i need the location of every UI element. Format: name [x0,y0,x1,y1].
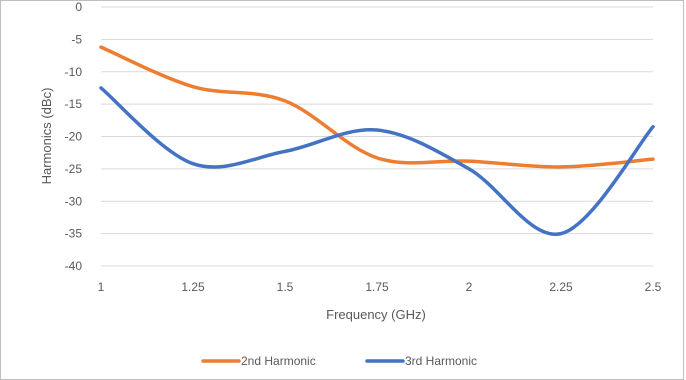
x-tick-label: 2.5 [645,280,662,294]
x-tick-label: 1.75 [365,280,389,294]
legend: 2nd Harmonic 3rd Harmonic [201,354,477,368]
series-line-second-harmonic [99,45,655,169]
harmonics-line-chart: 0 -5 -10 -15 -20 -25 -30 -35 -40 1 1.25 1.5 1.75 2 2.… [39,0,662,368]
legend-label: 3rd Harmonic [405,354,477,368]
x-tick-label: 2.25 [549,280,573,294]
x-tick-label: 2 [466,280,473,294]
y-tick-label: -40 [65,259,83,273]
gridlines [101,6,653,267]
legend-label: 2nd Harmonic [241,354,316,368]
y-tick-label: 0 [75,0,82,14]
y-tick-label: -25 [65,162,83,176]
y-tick-label: -35 [65,227,83,241]
y-tick-label: -10 [65,65,83,79]
series-line-third-harmonic [99,86,655,236]
x-axis-title: Frequency (GHz) [326,307,426,322]
y-tick-label: -15 [65,97,83,111]
y-axis-ticks: 0 -5 -10 -15 -20 -25 -30 -35 -40 [65,0,83,273]
x-tick-label: 1.25 [181,280,205,294]
series-lines [99,45,655,236]
x-axis-ticks: 1 1.25 1.5 1.75 2 2.25 2.5 [98,280,662,294]
y-tick-label: -20 [65,130,83,144]
x-tick-label: 1 [98,280,105,294]
y-tick-label: -5 [71,32,82,46]
y-tick-label: -30 [65,194,83,208]
y-axis-title: Harmonics (dBc) [39,88,54,185]
x-tick-label: 1.5 [277,280,294,294]
